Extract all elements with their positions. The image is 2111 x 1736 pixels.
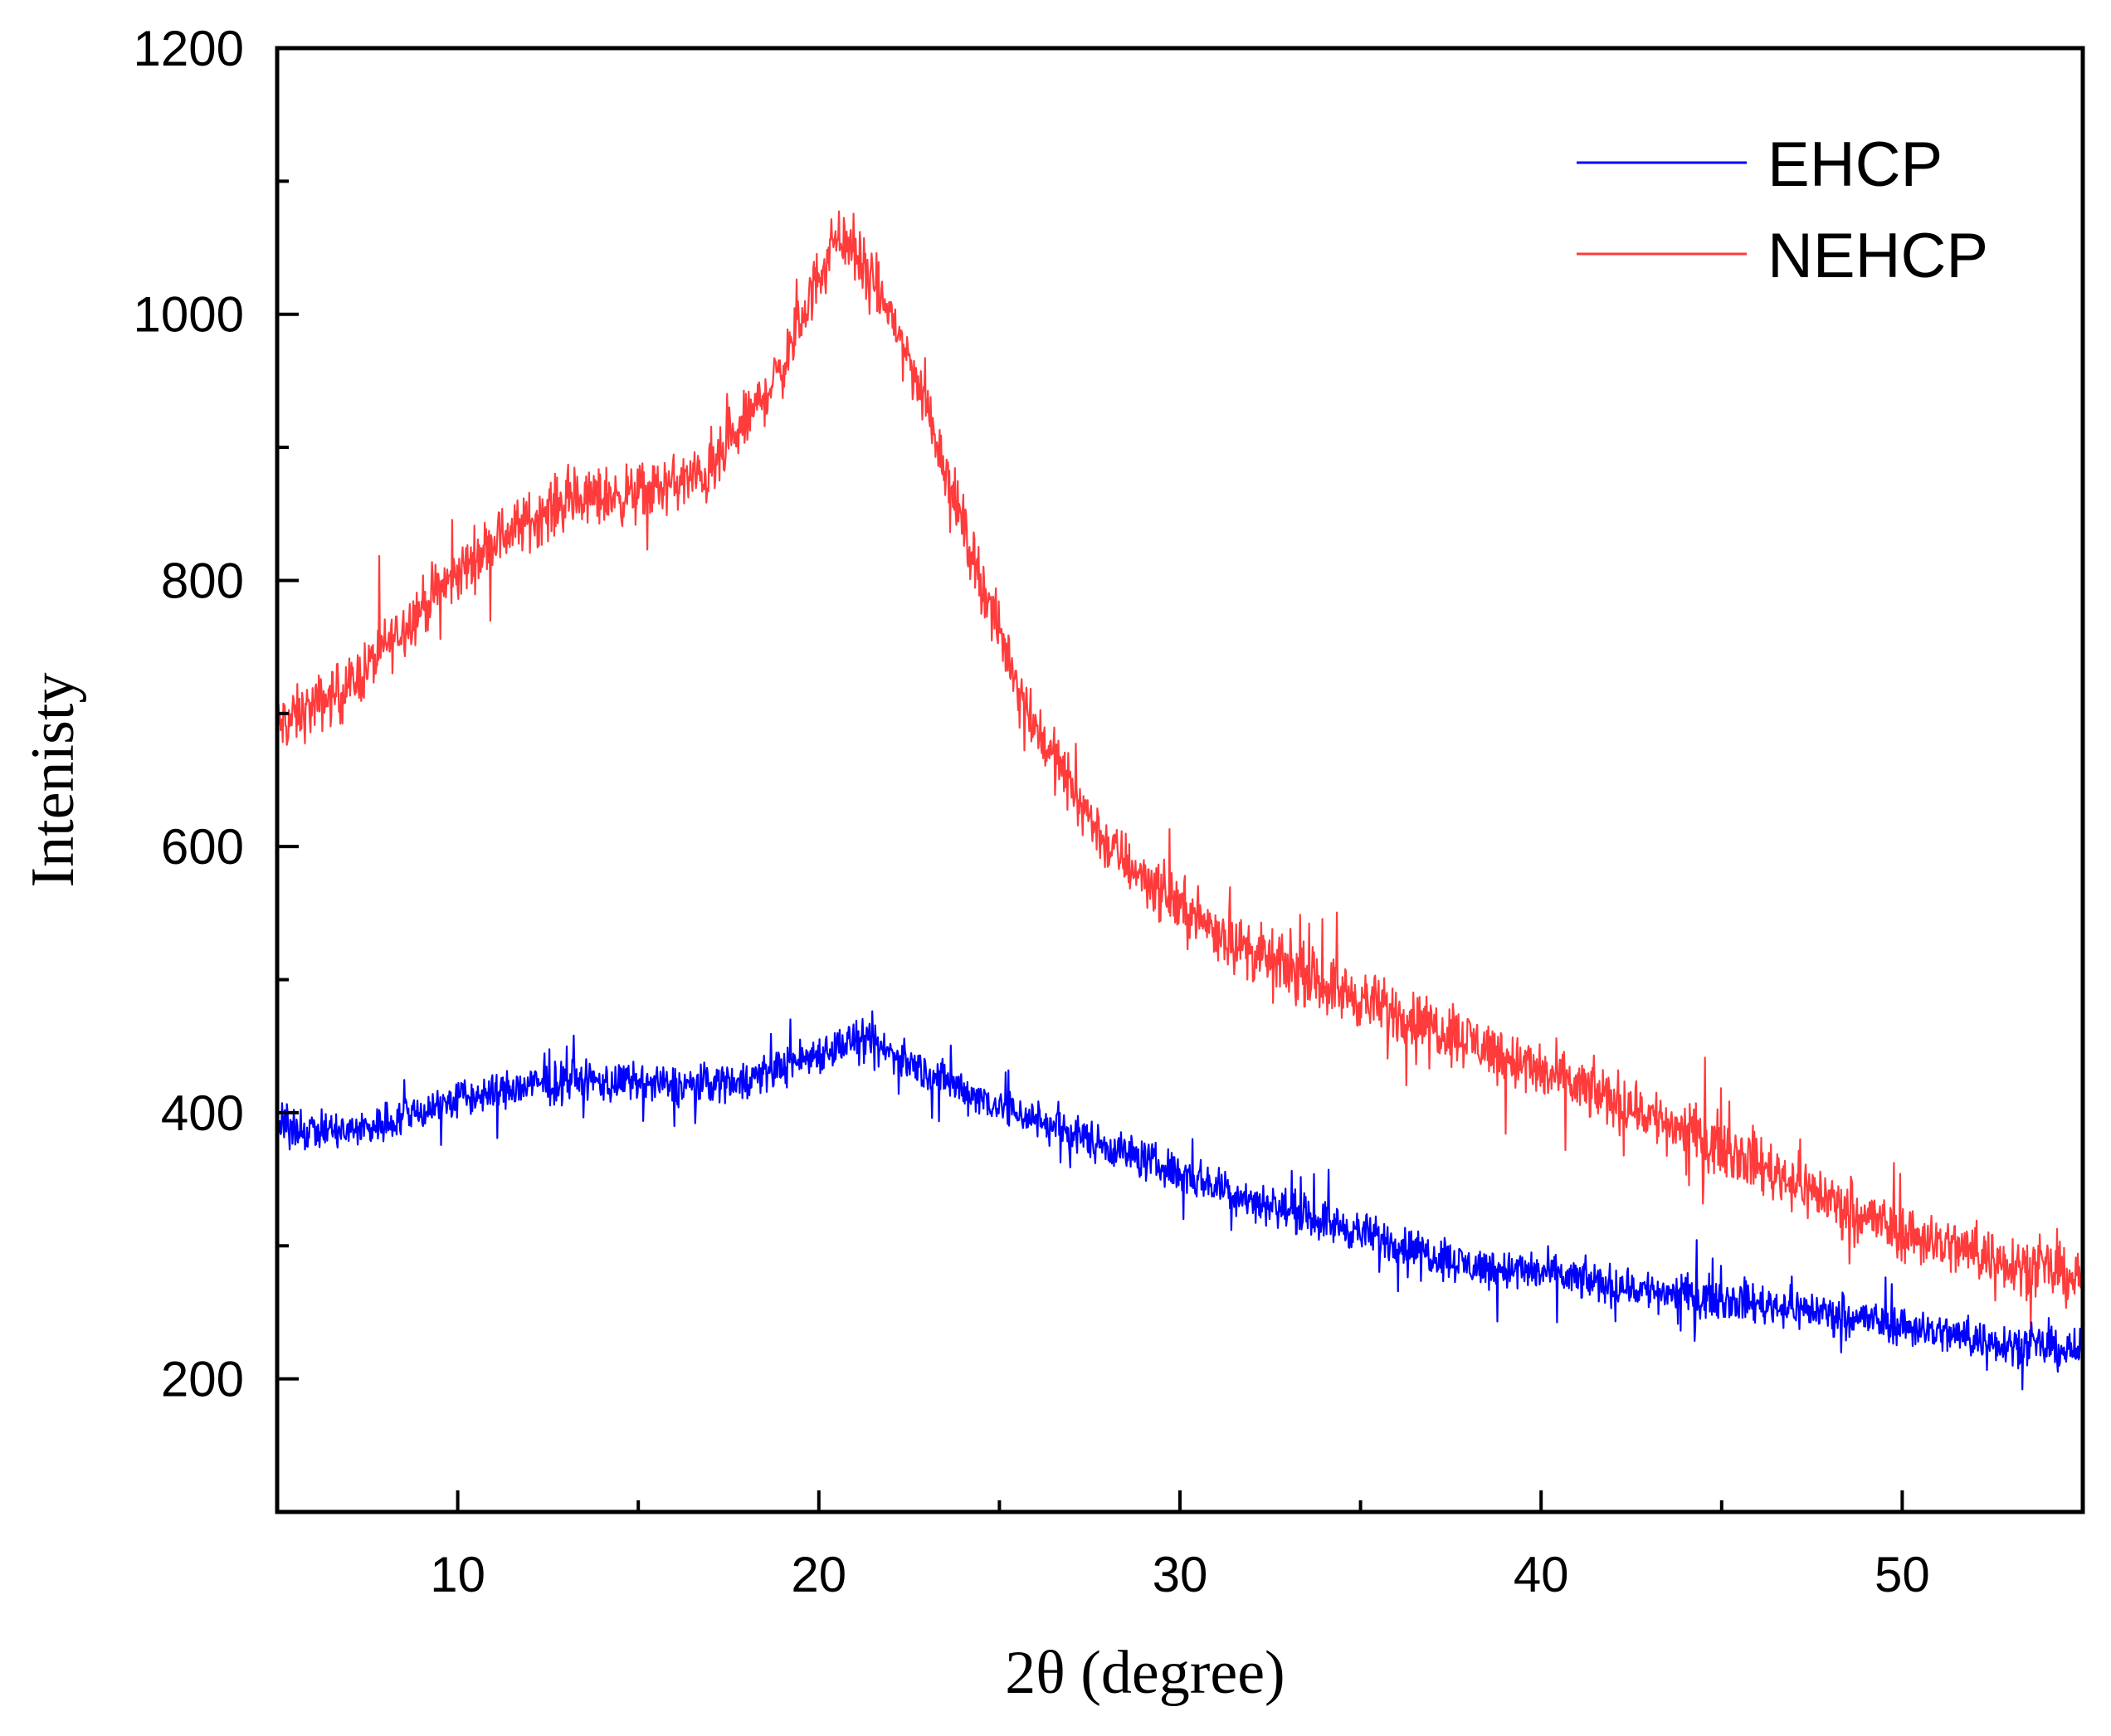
- legend-label-nehcp: NEHCP: [1767, 221, 1988, 291]
- x-axis-title: 2θ (degree): [1005, 1639, 1285, 1707]
- x-tick-label: 10: [430, 1547, 485, 1602]
- y-tick-label: 200: [161, 1352, 244, 1407]
- x-axis-ticks: 10 20 30 40 50: [430, 1490, 1930, 1602]
- y-tick-label: 800: [161, 553, 244, 608]
- legend: EHCP NEHCP: [1577, 129, 1988, 291]
- y-tick-label: 600: [161, 819, 244, 875]
- x-tick-label: 40: [1514, 1547, 1569, 1602]
- y-tick-label: 400: [161, 1085, 244, 1141]
- series-line-ehcp: [276, 1010, 2084, 1391]
- x-tick-label: 30: [1153, 1547, 1208, 1602]
- series-line-nehcp: [275, 210, 2084, 1333]
- y-tick-label: 1200: [134, 21, 244, 76]
- series-layer: [275, 210, 2084, 1391]
- x-tick-label: 20: [791, 1547, 846, 1602]
- y-tick-label: 1000: [134, 287, 244, 343]
- legend-label-ehcp: EHCP: [1767, 129, 1943, 200]
- y-axis-title: Intenisty: [19, 673, 87, 888]
- y-axis-ticks: 200 400 600 800 1000 1200: [134, 21, 299, 1407]
- x-tick-label: 50: [1875, 1547, 1930, 1602]
